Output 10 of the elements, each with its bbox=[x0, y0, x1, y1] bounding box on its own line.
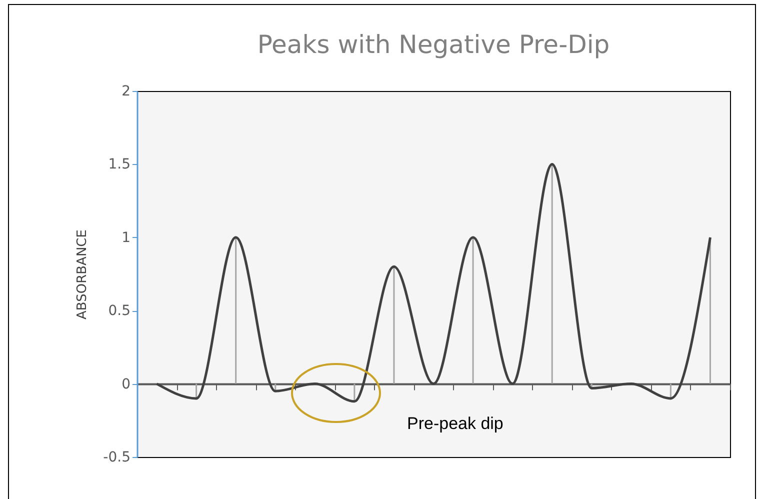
line-series bbox=[156, 162, 712, 403]
y-tick-label: 1.5 bbox=[108, 156, 130, 173]
y-tick-label: 2 bbox=[122, 84, 130, 100]
y-tick-label: 0 bbox=[122, 376, 130, 392]
y-tick-label: -0.5 bbox=[103, 450, 130, 466]
y-axis-title: ABSORBANCE bbox=[75, 230, 90, 320]
annotation: Pre-peak dip bbox=[407, 414, 504, 433]
y-tick-label: 1 bbox=[122, 230, 130, 246]
chart-title: Peaks with Negative Pre-Dip bbox=[257, 30, 610, 59]
y-tick-label: 0.5 bbox=[108, 303, 130, 320]
